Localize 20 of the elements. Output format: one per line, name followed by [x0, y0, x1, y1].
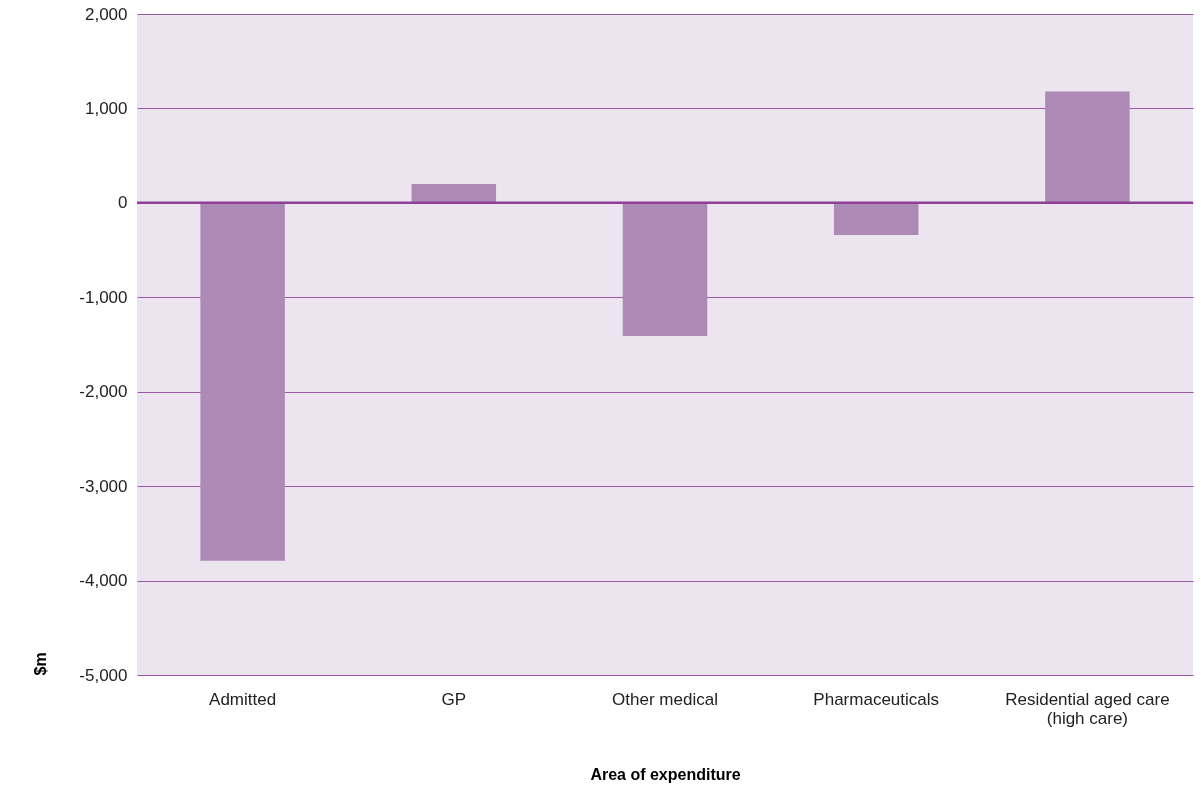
- x-tick-label: Residential aged care (high care): [1005, 689, 1170, 728]
- y-tick-label: 2,000: [84, 4, 128, 24]
- x-tick-label: GP: [441, 689, 467, 709]
- bar: [411, 183, 497, 203]
- y-tick-label: -4,000: [79, 571, 128, 591]
- y-tick-label: -1,000: [79, 287, 128, 307]
- bar: [833, 202, 919, 235]
- y-tick-label: -5,000: [79, 665, 128, 685]
- y-tick-label: -3,000: [79, 476, 128, 496]
- x-axis-title: Area of expenditure: [590, 765, 741, 783]
- y-tick-label: 1,000: [84, 98, 128, 118]
- bar: [622, 202, 708, 336]
- y-tick-label: -2,000: [79, 382, 128, 402]
- bar: [1045, 91, 1130, 203]
- y-axis-title: $m: [32, 652, 50, 676]
- y-tick-label: 0: [118, 193, 128, 213]
- x-tick-label: Admitted: [209, 689, 277, 709]
- bar: [200, 202, 285, 561]
- x-tick-label: Other medical: [612, 689, 718, 709]
- x-tick-label: Pharmaceuticals: [813, 689, 940, 709]
